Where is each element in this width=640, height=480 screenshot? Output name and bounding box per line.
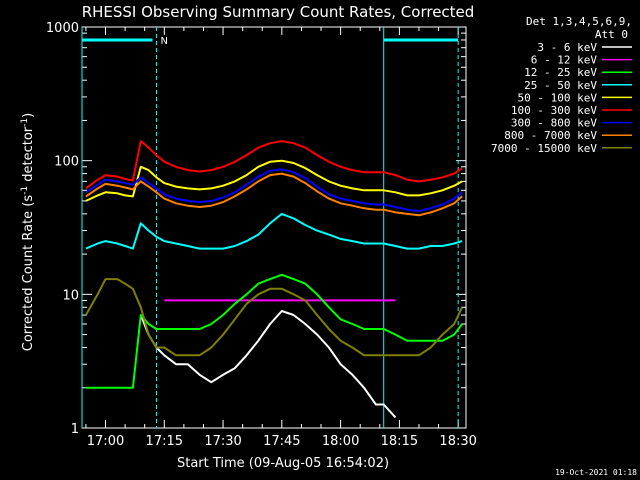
x-tick-label: 17:15	[146, 434, 183, 449]
series-layer	[85, 140, 464, 419]
chart-title: RHESSI Observing Summary Count Rates, Co…	[82, 3, 475, 21]
legend-entry-label: 6 - 12 keV	[531, 54, 598, 67]
y-tick-label: 10	[62, 288, 79, 303]
legend-header-attenuator: Att 0	[595, 28, 628, 41]
y-tick-label: 100	[54, 155, 79, 170]
legend-entry-label: 7000 - 15000 keV	[491, 142, 597, 155]
series-line-7	[85, 172, 463, 217]
series-line-5	[85, 140, 463, 190]
y-tick-label: 1000	[46, 21, 79, 36]
legend-entry-label: 3 - 6 keV	[537, 41, 597, 54]
legend-header-detectors: Det 1,3,4,5,6,9,	[526, 15, 632, 28]
x-tick-label: 18:30	[439, 434, 476, 449]
x-tick-label: 17:00	[87, 434, 124, 449]
series-line-4	[85, 159, 463, 202]
spacecraft-markers: N	[81, 27, 459, 428]
series-line-2	[85, 273, 463, 389]
legend-entry-label: 100 - 300 keV	[511, 104, 597, 117]
x-tick-label: 17:45	[263, 434, 300, 449]
x-tick-label: 17:30	[204, 434, 241, 449]
legend-entry-label: 300 - 800 keV	[511, 117, 597, 130]
legend-entry-label: 800 - 7000 keV	[504, 129, 597, 142]
x-tick-label: 18:15	[381, 434, 418, 449]
legend-entry-label: 12 - 25 keV	[524, 66, 597, 79]
series-line-3	[85, 212, 463, 250]
series-line-0	[139, 310, 397, 419]
night-annotation: N	[160, 36, 167, 47]
series-line-6	[85, 168, 463, 212]
legend-entry-label: 50 - 100 keV	[518, 91, 598, 104]
legend-entry-label: 25 - 50 keV	[524, 79, 597, 92]
y-tick-label: 1	[71, 422, 79, 437]
y-axis-label: Corrected Count Rate (s-1 detector-1)	[20, 113, 36, 351]
x-axis-label: Start Time (09-Aug-05 16:54:02)	[177, 456, 389, 471]
timestamp: 19-Oct-2021 01:18	[555, 468, 637, 477]
x-tick-label: 18:00	[322, 434, 359, 449]
plot-axes: 17:00 17:15 17:30 17:45 18:00 18:15 18:30 1 10 10…	[46, 21, 477, 449]
series-line-8	[85, 278, 464, 357]
